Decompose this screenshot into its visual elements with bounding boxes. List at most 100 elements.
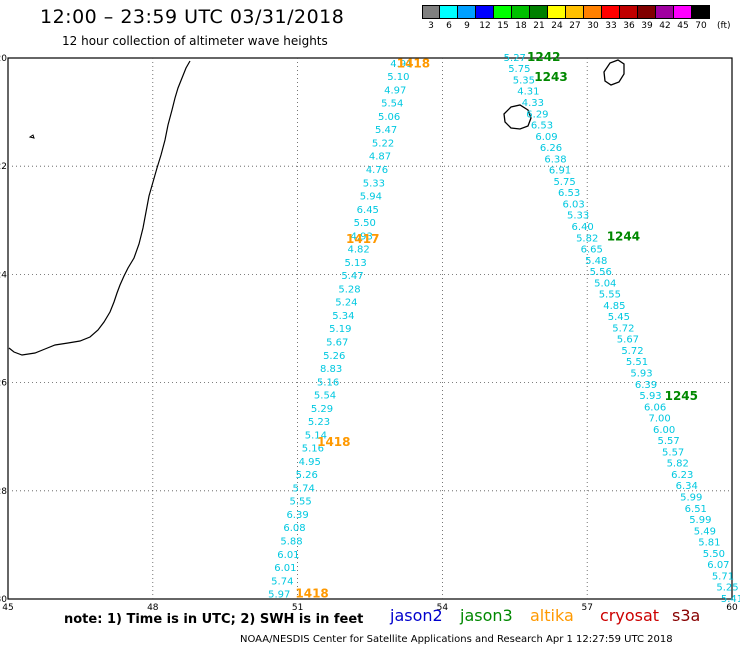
wave-height-value: 5.55 xyxy=(289,497,311,508)
wave-height-value: 5.74 xyxy=(293,483,315,494)
color-scale-label: 33 xyxy=(605,21,617,31)
wave-height-value: 6.08 xyxy=(283,523,305,534)
pass-number-label: 1244 xyxy=(607,230,640,244)
wave-height-value: 5.54 xyxy=(314,391,336,402)
wave-height-value: 5.93 xyxy=(639,391,661,402)
color-scale-bar xyxy=(422,5,710,19)
color-scale-label: 15 xyxy=(497,21,509,31)
wave-height-value: 6.51 xyxy=(685,504,707,515)
pass-labels: 1418 1417 1418 1418 1242 1243 1244 1245 xyxy=(295,50,698,601)
color-scale-cell xyxy=(422,5,440,19)
wave-height-value: 5.33 xyxy=(363,178,385,189)
x-tick-label: 60 xyxy=(726,603,738,613)
color-scale-label: 3 xyxy=(428,21,434,31)
wave-height-value: 6.26 xyxy=(540,143,562,154)
wave-height-value: 8.83 xyxy=(320,364,342,375)
y-tick-label: -26 xyxy=(0,379,7,389)
color-scale-cell xyxy=(440,5,458,19)
pass-number-label: 1242 xyxy=(527,50,560,64)
color-scale-cell xyxy=(566,5,584,19)
wave-height-value: 5.67 xyxy=(617,335,639,346)
mauritius-island xyxy=(603,59,625,86)
map-title: 12:00 – 23:59 UTC 03/31/2018 xyxy=(40,6,345,28)
pass-number-label: 1418 xyxy=(397,56,430,70)
wave-height-value: 5.82 xyxy=(667,459,689,470)
wave-height-value: 5.16 xyxy=(317,377,339,388)
footer-credit: NOAA/NESDIS Center for Satellite Applica… xyxy=(240,634,673,645)
wave-height-value: 5.14 xyxy=(305,430,327,441)
wave-height-value: 5.19 xyxy=(329,324,351,335)
wave-height-value: 5.50 xyxy=(703,549,725,560)
y-tick-label: -30 xyxy=(0,595,7,605)
wave-height-value: 5.33 xyxy=(567,211,589,222)
color-scale-cell xyxy=(476,5,494,19)
wave-height-value: 6.06 xyxy=(644,402,666,413)
wave-height-value: 5.82 xyxy=(576,233,598,244)
wave-height-value: 5.57 xyxy=(662,447,684,458)
x-tick-label: 54 xyxy=(437,603,449,613)
map-grid xyxy=(7,57,733,600)
wave-height-value: 6.01 xyxy=(277,550,299,561)
wave-height-value: 4.87 xyxy=(369,152,391,163)
color-scale-cell xyxy=(638,5,656,19)
wave-height-value: 5.24 xyxy=(335,298,357,309)
footer-note: note: 1) Time is in UTC; 2) SWH is in fe… xyxy=(64,612,364,627)
color-scale-cell xyxy=(494,5,512,19)
wave-height-value: 7.00 xyxy=(648,414,670,425)
wave-height-value: 6.91 xyxy=(549,166,571,177)
wave-height-value: 5.75 xyxy=(553,177,575,188)
wave-height-value: 5.35 xyxy=(513,75,535,86)
color-scale-label: 6 xyxy=(446,21,452,31)
color-scale-cell xyxy=(584,5,602,19)
color-scale-cell xyxy=(656,5,674,19)
wave-height-value: 5.74 xyxy=(271,576,293,587)
wave-height-value: 6.03 xyxy=(562,199,584,210)
color-scale-cell xyxy=(674,5,692,19)
wave-height-value: 5.55 xyxy=(599,290,621,301)
wave-height-value: 5.67 xyxy=(326,337,348,348)
wave-height-value: 5.04 xyxy=(594,278,616,289)
axis-ticks: 45 48 51 54 57 60 -20 -22 -24 -26 -28 -30 xyxy=(0,54,738,613)
color-scale-cell xyxy=(512,5,530,19)
wave-height-value: 6.38 xyxy=(544,154,566,165)
wave-height-value: 4.93 xyxy=(351,231,373,242)
x-tick-label: 51 xyxy=(292,603,303,613)
color-scale-label: 36 xyxy=(623,21,635,31)
wave-height-value: 6.01 xyxy=(274,563,296,574)
wave-height-value: 5.94 xyxy=(360,192,382,203)
color-scale-cell xyxy=(458,5,476,19)
altimeter-samples: 4.91 5.10 4.97 5.54 5.06 5.47 5.22 4.87 4.76 5.33… xyxy=(268,53,740,605)
wave-height-value: 5.45 xyxy=(608,312,630,323)
color-scale-label: 30 xyxy=(587,21,599,31)
wave-height-value: 5.13 xyxy=(344,258,366,269)
wave-height-value: 5.99 xyxy=(689,515,711,526)
wave-height-value: 6.29 xyxy=(526,109,548,120)
mission-legend-cryosat: cryosat xyxy=(600,606,660,625)
wave-height-value: 5.72 xyxy=(612,323,634,334)
color-scale-cell xyxy=(530,5,548,19)
madagascar-coast xyxy=(8,60,191,356)
wave-height-value: 5.54 xyxy=(381,99,403,110)
wave-height-value: 5.97 xyxy=(268,590,290,601)
y-tick-label: -22 xyxy=(0,162,7,172)
wave-height-value: 5.06 xyxy=(378,112,400,123)
wave-height-value: 5.50 xyxy=(354,218,376,229)
wave-height-value: 5.10 xyxy=(387,72,409,83)
wave-height-value: 5.57 xyxy=(658,436,680,447)
wave-height-value: 5.41 xyxy=(721,594,740,605)
wave-height-value: 5.23 xyxy=(308,417,330,428)
mission-legend-jason3: jason3 xyxy=(460,606,513,625)
wave-height-value: 5.72 xyxy=(621,346,643,357)
wave-height-value: 5.88 xyxy=(280,537,302,548)
wave-height-value: 6.53 xyxy=(531,121,553,132)
wave-height-value: 5.49 xyxy=(694,526,716,537)
wave-height-value: 5.99 xyxy=(680,492,702,503)
wave-height-value: 4.76 xyxy=(366,165,388,176)
wave-height-value: 5.47 xyxy=(341,271,363,282)
wave-height-value: 6.39 xyxy=(286,510,308,521)
wave-height-value: 6.65 xyxy=(581,245,603,256)
wave-height-value: 4.33 xyxy=(522,98,544,109)
wave-height-value: 5.71 xyxy=(712,571,734,582)
color-scale-label: 9 xyxy=(464,21,470,31)
